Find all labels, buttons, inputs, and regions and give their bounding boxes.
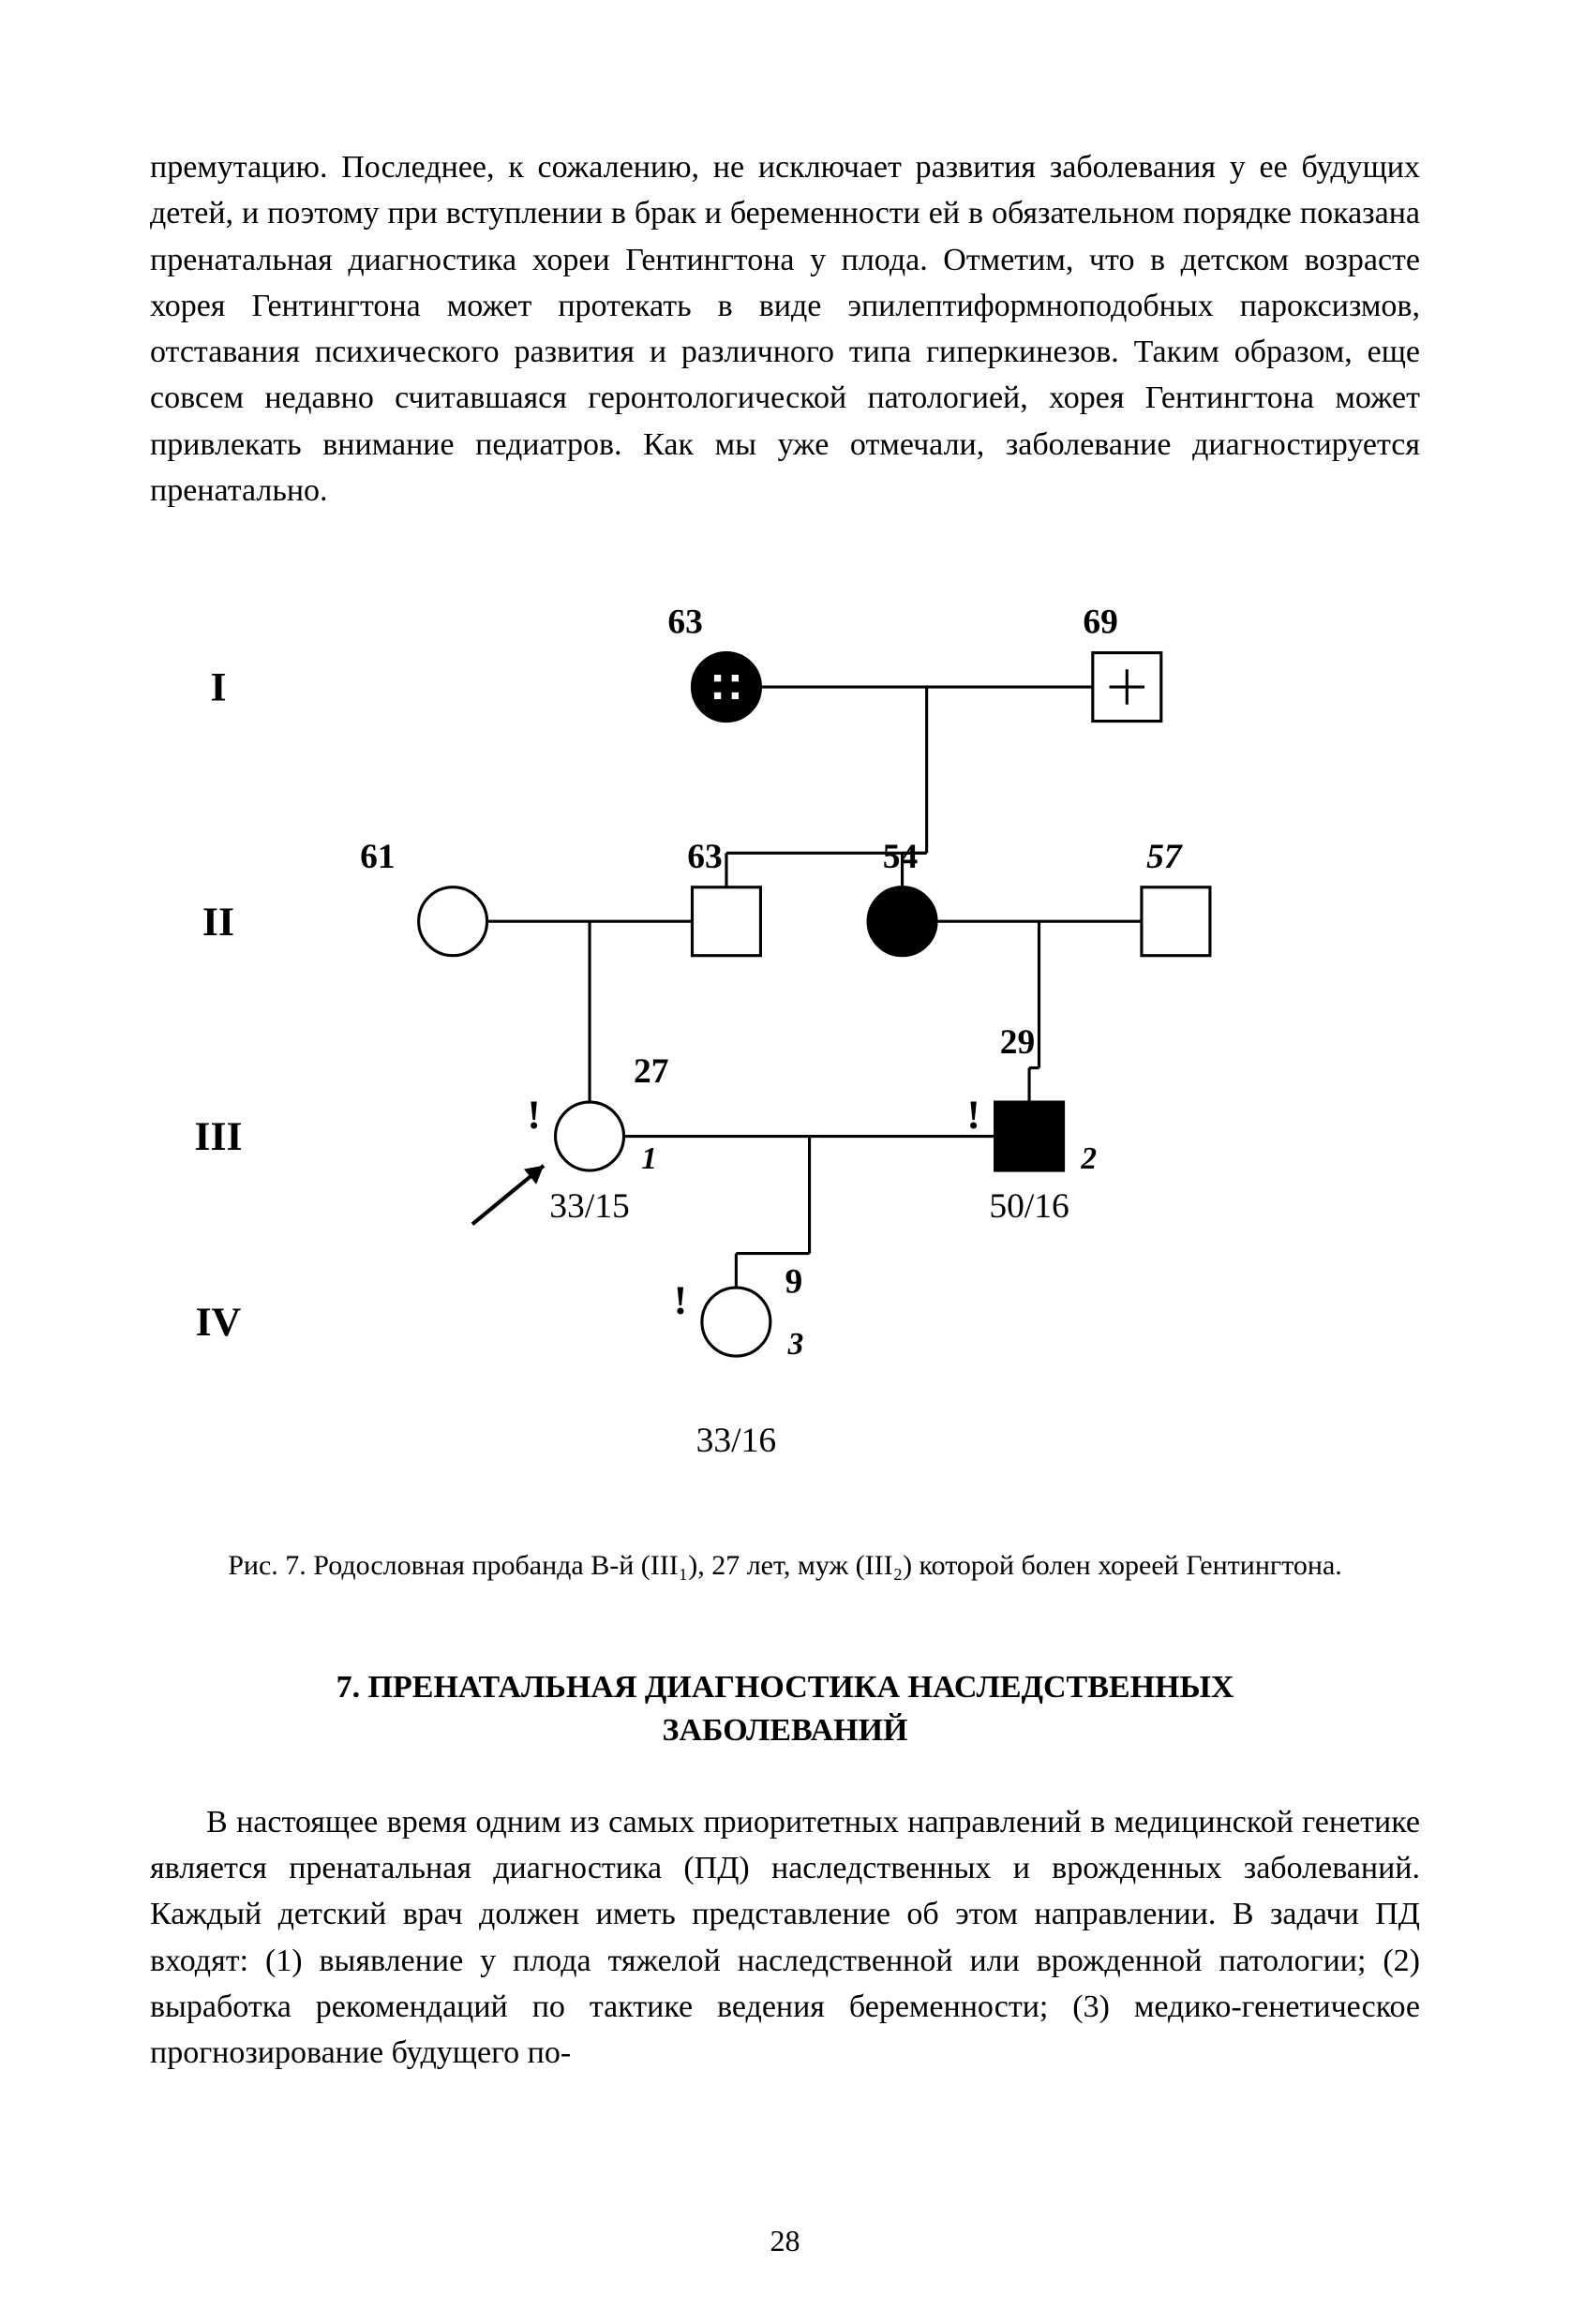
svg-text:29: 29	[1000, 1023, 1036, 1062]
svg-text:!: !	[527, 1094, 541, 1139]
svg-text:54: 54	[883, 838, 919, 876]
pedigree-node: 63	[687, 838, 760, 956]
section-heading-line-1: 7. ПРЕНАТАЛЬНАЯ ДИАГНОСТИКА НАСЛЕДСТВЕНН…	[336, 1670, 1234, 1705]
pedigree-node: 27! 1 33/15	[472, 1053, 668, 1227]
svg-text:2: 2	[1080, 1141, 1097, 1176]
pedigree-node: 29! 2 50/16	[966, 1023, 1097, 1226]
page-number: 28	[0, 2224, 1570, 2258]
pedigree-node: 61	[360, 838, 486, 956]
generation-label: III	[194, 1115, 242, 1160]
figure-caption: Рис. 7. Родословная пробанда В-й (III₁),…	[150, 1550, 1420, 1582]
page: премутацию. Последнее, к сожалению, не и…	[0, 0, 1570, 2324]
section-heading: 7. ПРЕНАТАЛЬНАЯ ДИАГНОСТИКА НАСЛЕДСТВЕНН…	[150, 1666, 1420, 1752]
svg-text:57: 57	[1146, 838, 1183, 876]
svg-text:27: 27	[634, 1053, 669, 1092]
svg-text:61: 61	[360, 838, 396, 876]
svg-text:63: 63	[667, 603, 703, 642]
generation-label: II	[202, 900, 234, 945]
svg-text:!: !	[966, 1094, 980, 1139]
pedigree-node: 69	[1083, 603, 1160, 722]
generation-label: I	[210, 665, 226, 710]
svg-text:33/15: 33/15	[549, 1187, 629, 1226]
svg-text:1: 1	[641, 1141, 657, 1176]
svg-text:63: 63	[687, 838, 723, 876]
pedigree-node: 63	[667, 603, 760, 722]
paragraph-1: премутацию. Последнее, к сожалению, не и…	[150, 144, 1420, 514]
pedigree-figure: IIIIIIIV63696163545727!133/1529!250/169!…	[150, 570, 1420, 1512]
svg-text:69: 69	[1083, 603, 1118, 642]
pedigree-node: 9! 3 33/16	[674, 1263, 804, 1461]
pedigree-node: 57	[1142, 838, 1210, 956]
pedigree-node: 54	[868, 838, 936, 956]
paragraph-2: В настоящее время одним из самых приорит…	[150, 1799, 1420, 2077]
svg-text:!: !	[674, 1279, 688, 1324]
svg-text:9: 9	[785, 1263, 803, 1302]
pedigree-svg: IIIIIIIV63696163545727!133/1529!250/169!…	[150, 570, 1420, 1508]
svg-text:3: 3	[787, 1327, 804, 1362]
svg-text:50/16: 50/16	[989, 1187, 1069, 1226]
section-heading-line-2: ЗАБОЛЕВАНИЙ	[663, 1713, 908, 1748]
generation-label: IV	[196, 1301, 242, 1346]
svg-text:33/16: 33/16	[696, 1423, 776, 1461]
